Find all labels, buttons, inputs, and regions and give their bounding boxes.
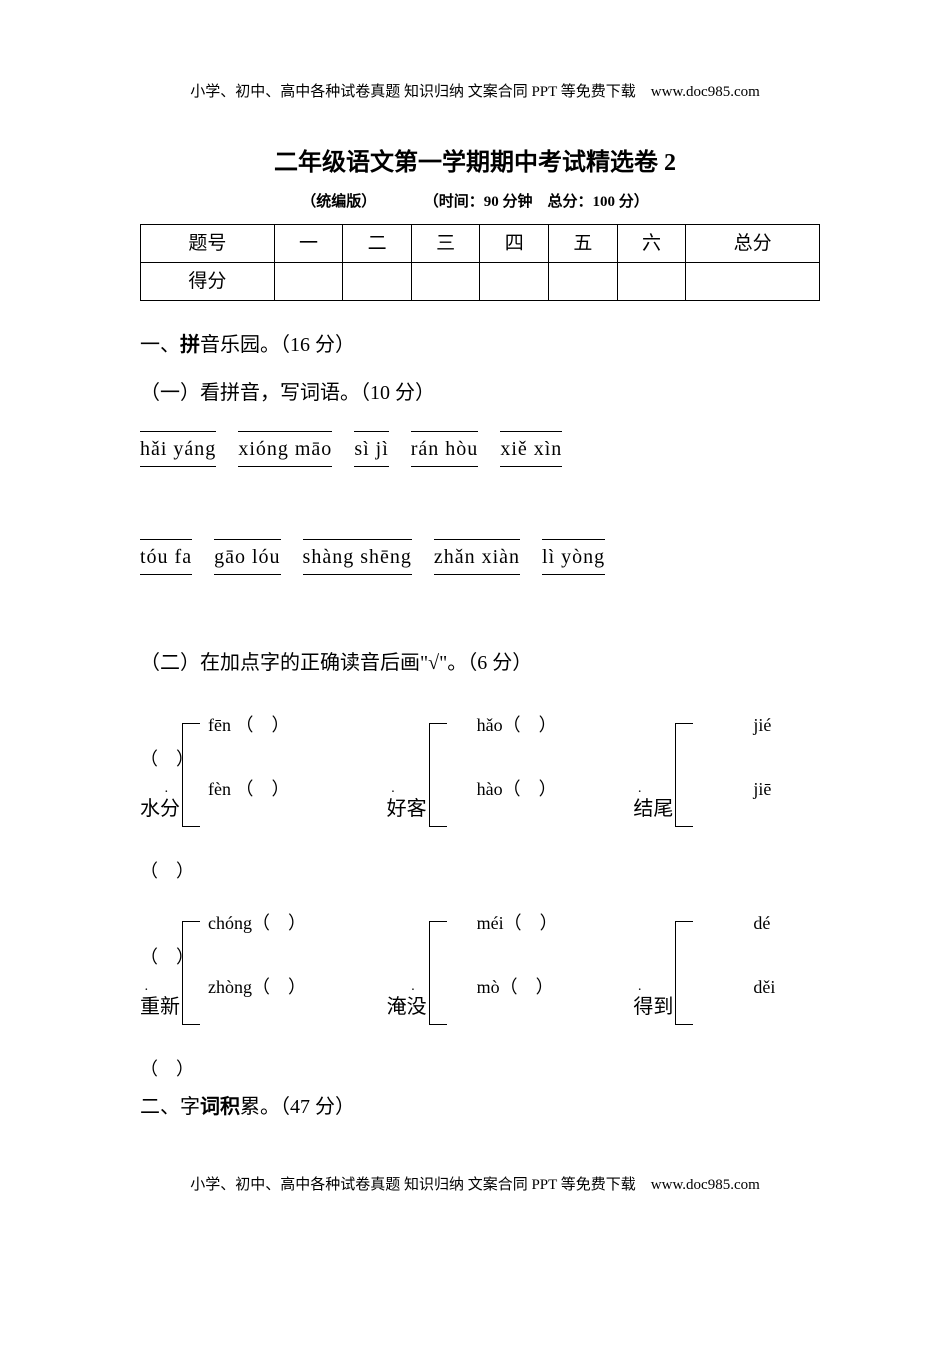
bracket-icon [182, 723, 200, 827]
paren-blank: （ ） [140, 943, 194, 972]
bracket-icon [429, 723, 447, 827]
pinyin-item: shàng shēng [303, 539, 412, 575]
char: 新 [160, 996, 180, 1018]
char: 尾 [653, 798, 673, 820]
th-1: 一 [274, 225, 343, 263]
pinyin-item: lì yòng [542, 539, 605, 575]
td-blank [480, 263, 549, 301]
reading-group-row: 重新 chóng（ ） （ ） zhòng（ ） （ ） 淹没 méi（ ） m… [140, 905, 810, 1075]
td-blank [617, 263, 686, 301]
option-2: fèn （ ） [208, 775, 289, 804]
td-blank [686, 263, 820, 301]
page-header: 小学、初中、高中各种试卷真题 知识归纳 文案合同 PPT 等免费下载 www.d… [140, 80, 810, 104]
pinyin-item: gāo lóu [214, 539, 280, 575]
option-2: mò（ ） [477, 973, 554, 1002]
sec1-rest: 音乐园。（16 分） [200, 334, 355, 356]
sec2-rest: 累。（47 分） [240, 1096, 355, 1118]
char: 淹 [387, 996, 407, 1018]
section-1-1-heading: （一）看拼音，写词语。（10 分） [140, 377, 810, 409]
table-row: 得分 [141, 263, 820, 301]
reading-group-row: 水分 fēn （ ） （ ） fèn （ ） （ ） 好客 hǎo（ ） hào… [140, 707, 810, 877]
char: 客 [407, 798, 427, 820]
th-label: 题号 [141, 225, 275, 263]
pinyin-item: xióng māo [238, 431, 332, 467]
pinyin-row-2: tóu fa gāo lóu shàng shēng zhǎn xiàn lì … [140, 539, 810, 575]
dotted-char: 重 [140, 996, 160, 1018]
bracket-icon [675, 921, 693, 1025]
td-blank [411, 263, 480, 301]
reading-item: 水分 fēn （ ） （ ） fèn （ ） （ ） [140, 707, 317, 877]
word-jiewei: 结尾 [633, 793, 673, 825]
bracket-icon [182, 921, 200, 1025]
char: 水 [140, 798, 160, 820]
doc-title: 二年级语文第一学期期中考试精选卷 2 [140, 144, 810, 182]
pinyin-item: xiě xìn [500, 431, 562, 467]
doc-subtitle: （统编版） （时间：90 分钟 总分：100 分） [140, 190, 810, 214]
td-blank [549, 263, 618, 301]
pinyin-item: zhǎn xiàn [434, 539, 520, 575]
reading-item: 结尾 jié jiē [633, 707, 810, 877]
td-score-label: 得分 [141, 263, 275, 301]
word-chongxin: 重新 [140, 991, 180, 1023]
section-2-heading: 二、字词积累。（47 分） [140, 1091, 810, 1123]
sec1-bold: 拼 [180, 334, 200, 356]
option-2: hào（ ） [477, 775, 557, 804]
pinyin-item: tóu fa [140, 539, 192, 575]
option-1: méi（ ） [477, 909, 558, 938]
dotted-char: 好 [387, 798, 407, 820]
pinyin-item: hǎi yáng [140, 431, 216, 467]
char: 到 [653, 996, 673, 1018]
paren-blank: （ ） [140, 745, 194, 774]
th-3: 三 [411, 225, 480, 263]
sec2-bold: 词积 [200, 1096, 240, 1118]
th-2: 二 [343, 225, 412, 263]
table-row: 题号 一 二 三 四 五 六 总分 [141, 225, 820, 263]
th-4: 四 [480, 225, 549, 263]
word-shuifen: 水分 [140, 793, 180, 825]
paren-blank: （ ） [140, 857, 194, 886]
word-dedao: 得到 [633, 991, 673, 1023]
option-2: zhòng（ ） [208, 973, 306, 1002]
paren-blank: （ ） [140, 1055, 194, 1084]
option-1: jié [753, 711, 771, 740]
reading-item: 淹没 méi（ ） mò（ ） [387, 905, 564, 1075]
word-yanmo: 淹没 [387, 991, 427, 1023]
bracket-icon [429, 921, 447, 1025]
option-2: děi [753, 973, 775, 1002]
dotted-char: 得 [633, 996, 653, 1018]
subtitle-time-score: （时间：90 分钟 总分：100 分） [424, 194, 649, 210]
pinyin-item: rán hòu [411, 431, 479, 467]
word-haoke: 好客 [387, 793, 427, 825]
th-6: 六 [617, 225, 686, 263]
dotted-char: 分 [160, 798, 180, 820]
pinyin-row-1: hǎi yáng xióng māo sì jì rán hòu xiě xìn [140, 431, 810, 467]
sec2-prefix: 二、字 [140, 1096, 200, 1118]
option-1: dé [753, 909, 770, 938]
subtitle-edition: （统编版） [301, 194, 376, 210]
option-2: jiē [753, 775, 771, 804]
dotted-char: 结 [633, 798, 653, 820]
option-1: fēn （ ） [208, 711, 289, 740]
th-5: 五 [549, 225, 618, 263]
dotted-char: 没 [407, 996, 427, 1018]
option-1: hǎo（ ） [477, 711, 557, 740]
section-1-2-heading: （二）在加点字的正确读音后画"√"。（6 分） [140, 647, 810, 679]
sec1-prefix: 一、 [140, 334, 180, 356]
reading-item: 好客 hǎo（ ） hào（ ） [387, 707, 564, 877]
td-blank [343, 263, 412, 301]
score-table: 题号 一 二 三 四 五 六 总分 得分 [140, 224, 820, 301]
section-1-heading: 一、拼音乐园。（16 分） [140, 329, 810, 361]
reading-item: 得到 dé děi [633, 905, 810, 1075]
page-footer: 小学、初中、高中各种试卷真题 知识归纳 文案合同 PPT 等免费下载 www.d… [140, 1173, 810, 1197]
reading-item: 重新 chóng（ ） （ ） zhòng（ ） （ ） [140, 905, 317, 1075]
th-total: 总分 [686, 225, 820, 263]
bracket-icon [675, 723, 693, 827]
td-blank [274, 263, 343, 301]
option-1: chóng（ ） [208, 909, 306, 938]
pinyin-item: sì jì [354, 431, 388, 467]
